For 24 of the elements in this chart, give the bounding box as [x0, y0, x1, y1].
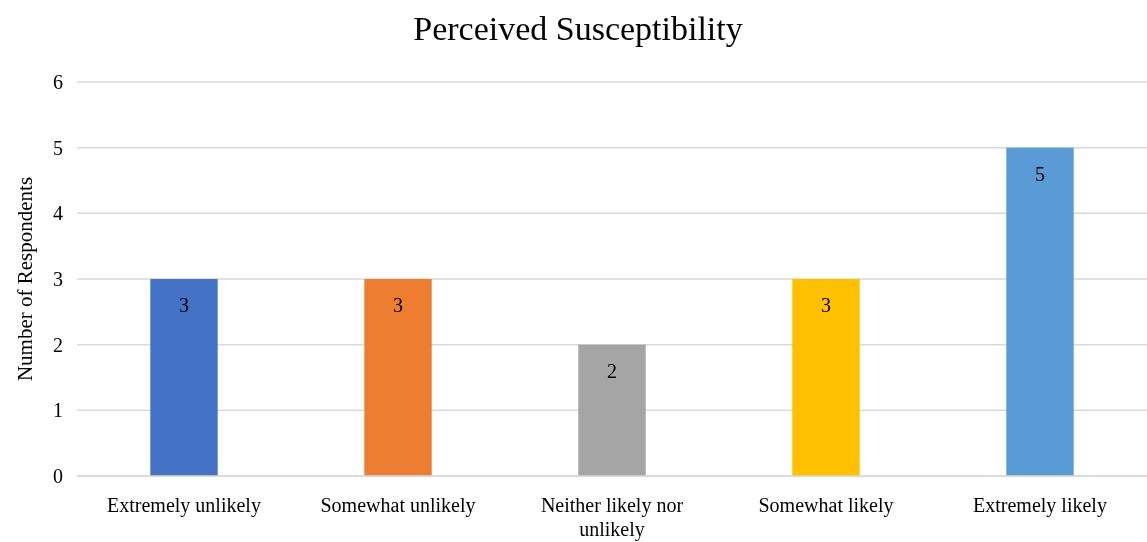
x-tick-label: Extremely unlikely [107, 494, 261, 517]
chart-title: Perceived Susceptibility [413, 10, 743, 47]
x-tick-label: Extremely likely [973, 494, 1107, 517]
y-axis-title: Number of Respondents [13, 176, 37, 382]
bar [150, 279, 218, 476]
y-tick-label: 2 [53, 333, 63, 356]
data-label: 3 [393, 294, 403, 316]
y-tick-label: 6 [53, 70, 63, 93]
y-tick-label: 3 [53, 267, 63, 290]
x-tick-label: Neither likely nor unlikely [540, 494, 684, 541]
data-label: 3 [821, 294, 831, 316]
y-tick-label: 0 [53, 464, 63, 487]
x-tick-label: Somewhat unlikely [320, 494, 476, 517]
bar [364, 279, 432, 476]
data-label: 3 [179, 294, 189, 316]
data-label: 2 [607, 359, 617, 382]
y-tick-label: 5 [53, 136, 63, 159]
data-label: 5 [1035, 162, 1045, 185]
bar [1006, 147, 1074, 476]
bar [578, 344, 646, 476]
x-tick-label: Somewhat likely [758, 494, 894, 517]
y-tick-label: 1 [53, 399, 63, 422]
y-tick-label: 4 [53, 202, 63, 225]
bar [792, 279, 860, 476]
